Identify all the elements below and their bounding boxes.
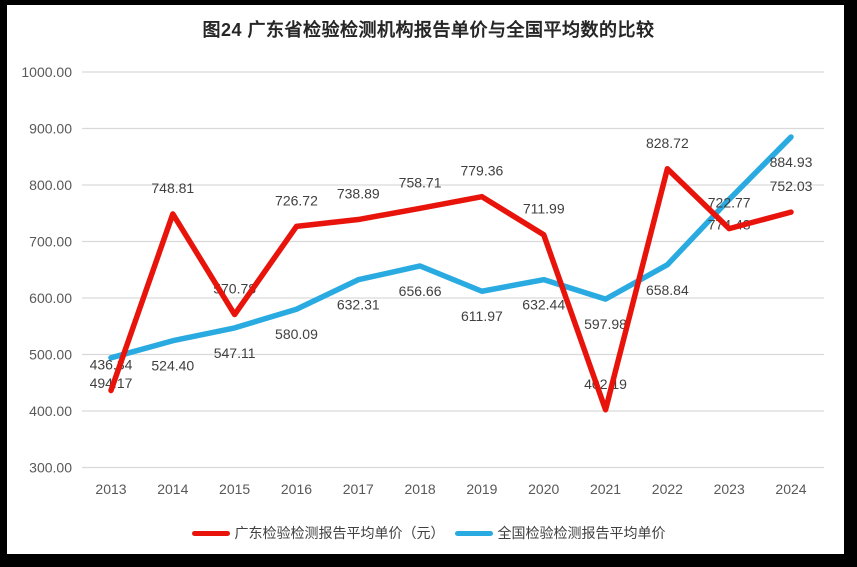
national-series-line <box>108 134 794 361</box>
x-axis-tick-label: 2020 <box>528 481 559 497</box>
y-axis-tick-label: 800.00 <box>29 177 72 193</box>
national-data-label: 547.11 <box>214 345 256 361</box>
y-axis-tick-label: 300.00 <box>29 460 72 476</box>
guangdong-data-label: 722.77 <box>708 195 751 211</box>
national-data-label: 632.31 <box>337 297 380 313</box>
chart-legend: 广东检验检测报告平均单价（元） 全国检验检测报告平均单价 <box>0 521 857 545</box>
guangdong-data-label: 402.19 <box>584 376 627 392</box>
y-axis-tick-label: 700.00 <box>29 234 72 250</box>
x-axis-tick-label: 2022 <box>652 481 683 497</box>
y-axis-tick-label: 600.00 <box>29 290 72 306</box>
legend-swatch-red-line <box>191 530 230 536</box>
guangdong-data-label: 828.72 <box>646 135 689 151</box>
national-data-label: 884.93 <box>770 154 813 170</box>
national-data-label: 656.66 <box>399 283 442 299</box>
y-axis-tick-label: 1000.00 <box>21 64 72 80</box>
x-axis-tick-label: 2023 <box>714 481 745 497</box>
legend-item-national: 全国检验检测报告平均单价 <box>454 523 666 543</box>
y-axis-tick-label: 500.00 <box>29 347 72 363</box>
x-axis-tick-label: 2024 <box>775 481 806 497</box>
x-axis-tick-label: 2014 <box>157 481 188 497</box>
y-axis-tick-label: 400.00 <box>29 403 72 419</box>
legend-item-guangdong: 广东检验检测报告平均单价（元） <box>191 523 445 543</box>
national-data-label: 611.97 <box>461 308 503 324</box>
legend-swatch-blue-line <box>454 530 493 536</box>
guangdong-data-label: 436.34 <box>90 356 133 372</box>
x-axis-tick-label: 2016 <box>281 481 312 497</box>
guangdong-data-label: 748.81 <box>151 180 194 196</box>
x-axis-tick-label: 2015 <box>219 481 250 497</box>
legend-label-national: 全国检验检测报告平均单价 <box>497 525 666 541</box>
guangdong-series-line <box>108 166 794 413</box>
guangdong-data-label: 779.36 <box>460 163 503 179</box>
legend-label-guangdong: 广东检验检测报告平均单价（元） <box>234 525 445 541</box>
guangdong-data-label: 711.99 <box>523 201 565 217</box>
national-data-label: 632.44 <box>522 297 565 313</box>
guangdong-data-label: 758.71 <box>399 174 442 190</box>
chart-background <box>7 5 844 554</box>
national-data-label: 597.98 <box>584 316 627 332</box>
guangdong-data-label: 726.72 <box>275 192 318 208</box>
y-axis-tick-label: 900.00 <box>29 121 72 137</box>
national-data-label: 524.40 <box>151 358 194 374</box>
guangdong-data-label: 738.89 <box>337 186 380 202</box>
chart-title: 图24 广东省检验检测机构报告单价与全国平均数的比较 <box>202 20 655 40</box>
x-axis-tick-label: 2021 <box>590 481 621 497</box>
national-data-label: 658.84 <box>646 282 689 298</box>
x-axis-tick-label: 2018 <box>405 481 436 497</box>
guangdong-data-label: 752.03 <box>770 178 813 194</box>
x-axis-tick-label: 2013 <box>95 481 126 497</box>
x-axis-tick-label: 2019 <box>466 481 497 497</box>
x-axis-tick-label: 2017 <box>343 481 374 497</box>
national-data-label: 580.09 <box>275 326 318 342</box>
